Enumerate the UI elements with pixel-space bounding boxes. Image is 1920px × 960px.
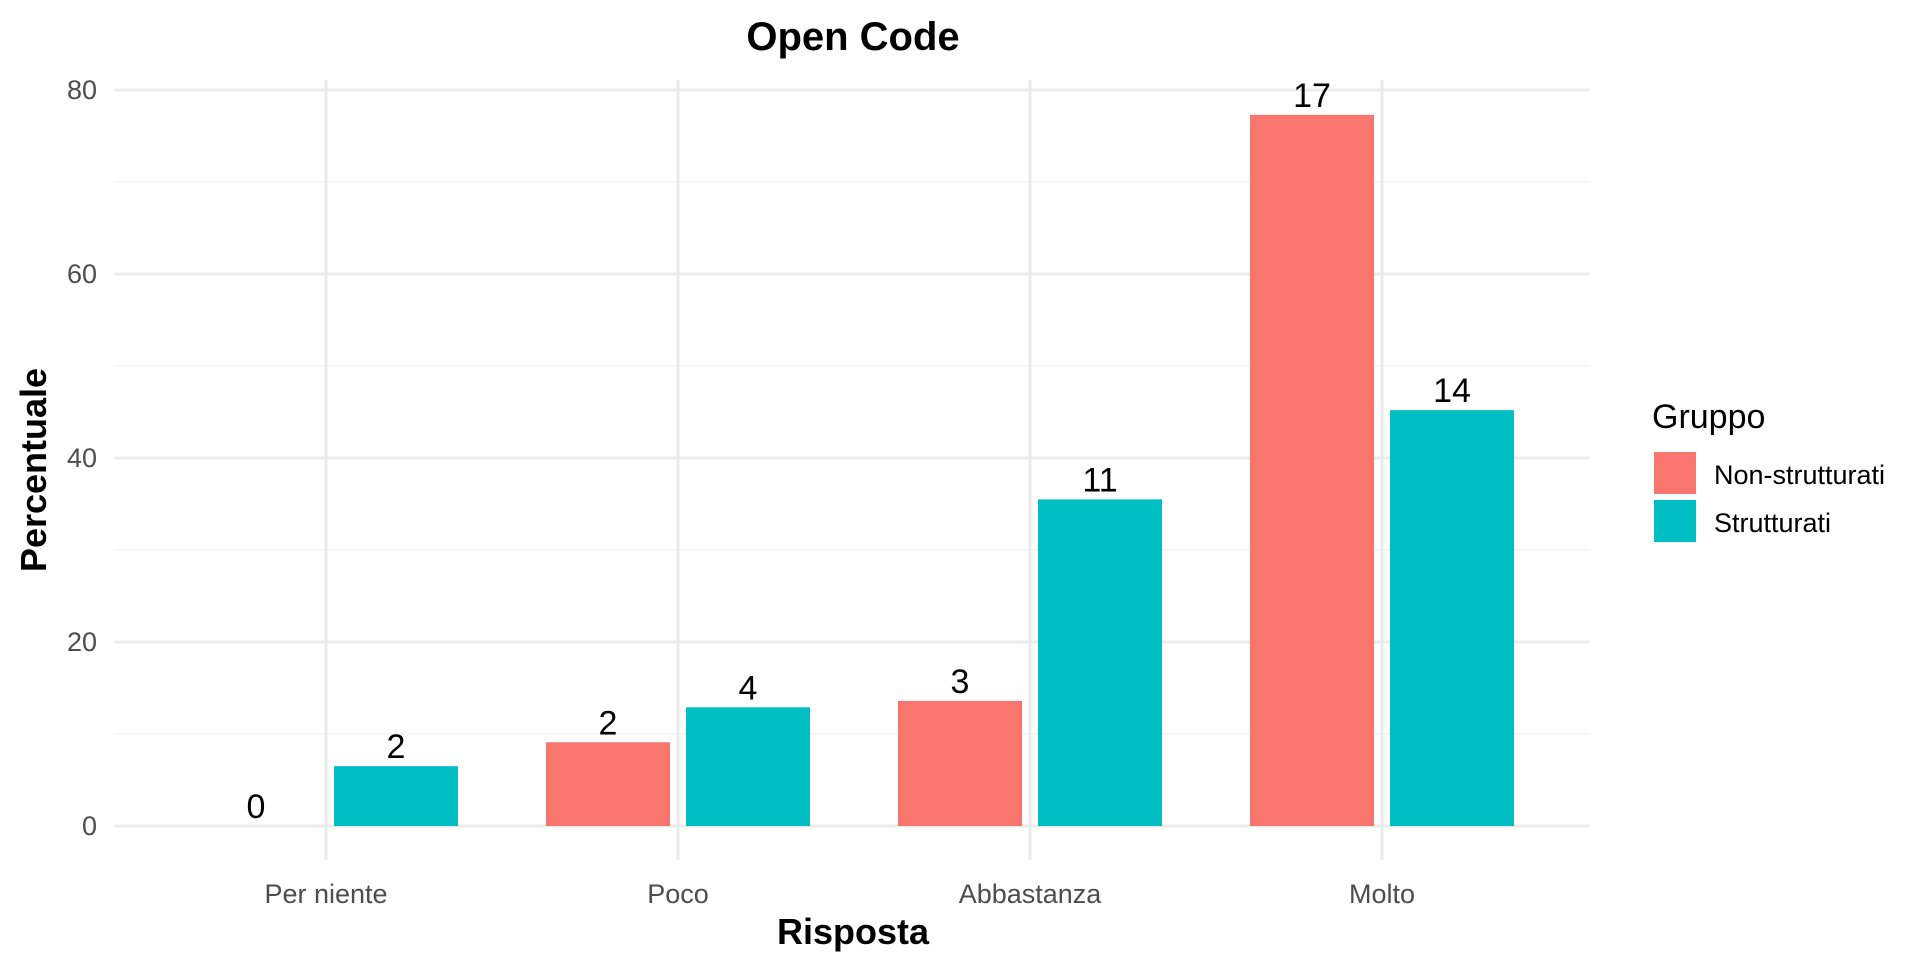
bar xyxy=(1250,114,1374,827)
data-label: 2 xyxy=(387,728,406,766)
data-label: 2 xyxy=(599,704,618,742)
grid xyxy=(115,80,1590,860)
bar xyxy=(334,766,458,826)
data-label: 4 xyxy=(739,669,758,707)
legend-label-non-strutturati: Non-strutturati xyxy=(1714,460,1885,490)
data-labels: 0 2 3 17 2 4 11 14 xyxy=(247,77,1471,826)
data-label: 11 xyxy=(1082,461,1117,499)
x-tick-label: Per niente xyxy=(264,879,387,909)
y-axis-ticks: 0 20 40 60 80 xyxy=(67,75,97,841)
x-tick-label: Poco xyxy=(647,879,709,909)
x-axis-title: Risposta xyxy=(777,911,930,952)
bar xyxy=(546,742,670,826)
bar xyxy=(1390,410,1514,826)
bars xyxy=(334,114,1514,827)
y-tick-label: 40 xyxy=(67,443,97,473)
bar xyxy=(898,700,1022,826)
legend-key-non-strutturati xyxy=(1654,452,1696,494)
x-axis-ticks: Per niente Poco Abbastanza Molto xyxy=(264,879,1415,909)
data-label: 14 xyxy=(1433,372,1471,410)
y-tick-label: 20 xyxy=(67,627,97,657)
y-axis-title: Percentuale xyxy=(13,368,54,572)
data-label: 3 xyxy=(951,663,970,701)
data-label: 0 xyxy=(247,788,266,826)
data-label: 17 xyxy=(1293,77,1331,115)
y-tick-label: 60 xyxy=(67,259,97,289)
x-tick-label: Molto xyxy=(1349,879,1415,909)
y-tick-label: 80 xyxy=(67,75,97,105)
legend-label-strutturati: Strutturati xyxy=(1714,508,1831,538)
bar xyxy=(1038,499,1162,826)
x-tick-label: Abbastanza xyxy=(959,879,1103,909)
bar xyxy=(686,707,810,826)
y-tick-label: 0 xyxy=(82,811,97,841)
legend: Gruppo Non-strutturati Strutturati xyxy=(1652,398,1885,542)
legend-key-strutturati xyxy=(1654,500,1696,542)
legend-title: Gruppo xyxy=(1652,398,1765,436)
chart-title: Open Code xyxy=(746,15,959,59)
